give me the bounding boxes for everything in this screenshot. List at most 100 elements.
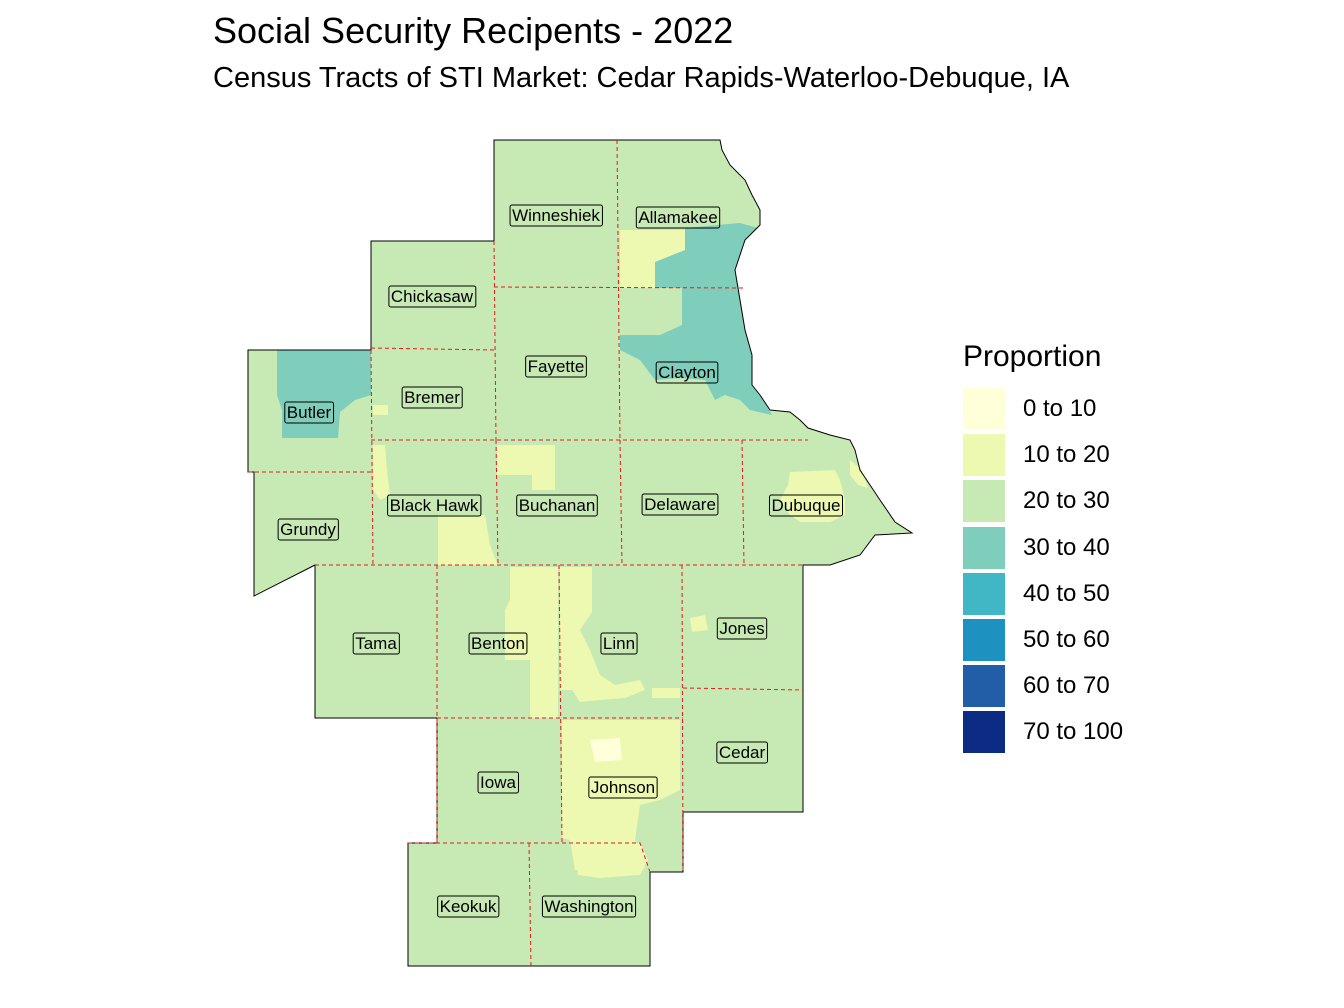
county-name: Benton [471,634,525,653]
legend-label: 50 to 60 [1023,626,1110,654]
tract-jones-west [690,615,708,632]
county-label-box [437,895,500,918]
legend-item: 60 to 70 [963,663,1123,709]
county-label-winneshiek: Winneshiek [509,204,603,227]
county-label-box [541,895,637,918]
legend-item: 50 to 60 [963,617,1123,663]
county-label-washington: Washington [541,895,637,918]
county-name: Jones [719,619,764,638]
county-label-keokuk: Keokuk [437,895,500,918]
boundary-line [558,564,563,844]
county-label-butler: Butler [284,401,335,424]
county-name: Cedar [719,743,766,762]
county-name: Tama [355,634,397,653]
legend-label: 40 to 50 [1023,579,1110,607]
tract-butler-north [277,350,371,438]
legend-swatch [963,711,1005,754]
county-label-box [716,617,768,640]
county-label-box [387,494,482,517]
boundary-line [616,139,621,441]
county-name: Winneshiek [512,206,600,225]
county-name: Linn [603,634,635,653]
county-label-box [477,771,519,794]
county-name: Black Hawk [390,496,479,515]
county-label-box [600,632,638,655]
legend-label: 60 to 70 [1023,672,1110,700]
tract-fills [248,140,912,966]
county-label-box [716,741,768,764]
county-name: Butler [287,403,332,422]
region-outline [247,139,914,967]
county-label-box [635,206,721,229]
boundary-line [493,240,497,441]
legend-label: 20 to 30 [1023,487,1110,515]
county-name: Fayette [528,357,585,376]
tract-dubuque-river [850,460,868,488]
county-name: Bremer [404,388,460,407]
county-label-cedar: Cedar [716,741,768,764]
tract-linn-west [560,567,645,702]
tract-linn-east [652,688,680,698]
tract-johnson-university [590,738,622,762]
county-name: Washington [544,897,633,916]
county-label-box [509,204,603,227]
county-name: Allamakee [638,208,717,227]
legend-item: 40 to 50 [963,571,1123,617]
tract-washington-north [575,843,648,878]
county-label-box [277,518,339,541]
county-label-box [525,355,587,378]
boundary-line [681,564,684,873]
county-name: Buchanan [519,496,596,515]
legend-swatch [963,619,1005,662]
legend-swatch [963,526,1005,569]
legend-swatch [963,434,1005,477]
legend-label: 70 to 100 [1023,718,1124,746]
tract-bremer-small [373,405,388,415]
tract-buchanan-north [497,445,555,490]
county-labels: Winneshiek Allamakee Chickasaw Fayette Clayt… [277,204,844,918]
legend-label: 0 to 10 [1023,395,1097,423]
county-label-linn: Linn [600,632,638,655]
legend-items: 0 to 10 10 to 20 20 to 30 30 to 40 40 to 50 5… [963,386,1123,756]
county-label-bremer: Bremer [401,386,463,409]
county-label-box [588,776,658,799]
county-name: Johnson [591,778,655,797]
county-label-box [284,401,335,424]
tract-johnson-urban [562,720,680,870]
county-label-iowa: Iowa [477,771,519,794]
county-label-fayette: Fayette [525,355,587,378]
county-label-johnson: Johnson [588,776,658,799]
county-label-box [641,493,719,516]
map-title: Social Security Recipents - 2022 [213,10,734,51]
legend: Proportion 0 to 10 10 to 20 20 to 30 30 to … [963,340,1123,756]
county-label-grundy: Grundy [277,518,339,541]
legend-item: 20 to 30 [963,478,1123,524]
county-label-jones: Jones [716,617,768,640]
legend-label: 10 to 20 [1023,441,1110,469]
county-name: Keokuk [440,897,497,916]
county-label-box [352,632,400,655]
county-label-box [468,632,528,655]
county-name: Chickasaw [391,287,474,306]
map-subtitle: Census Tracts of STI Market: Cedar Rapid… [213,62,1070,94]
county-label-allamakee: Allamakee [635,206,721,229]
boundary-line [682,687,804,691]
legend-title: Proportion [963,340,1102,373]
county-name: Iowa [480,773,516,792]
legend-swatch [963,665,1005,708]
county-label-benton: Benton [468,632,528,655]
tract-blackhawk-urban [438,515,498,565]
county-name: Clayton [658,363,716,382]
county-label-box [401,386,463,409]
county-label-tama: Tama [352,632,400,655]
county-label-black-hawk: Black Hawk [387,494,482,517]
boundary-line [408,842,651,873]
tract-allamakee-east [620,223,772,415]
county-label-buchanan: Buchanan [516,494,598,517]
legend-item: 0 to 10 [963,386,1123,432]
legend-item: 30 to 40 [963,525,1123,571]
county-boundaries [248,139,808,967]
tract-benton-east [505,567,558,718]
county-label-clayton: Clayton [655,361,719,384]
